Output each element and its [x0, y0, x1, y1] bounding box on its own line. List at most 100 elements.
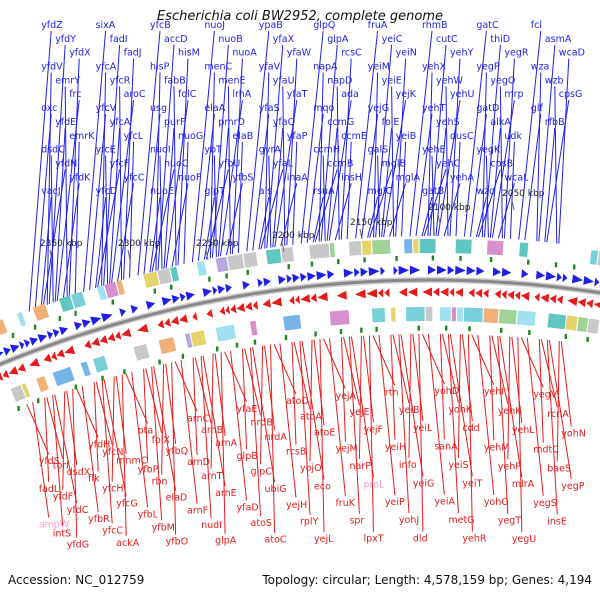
- gene-label: yojO: [300, 463, 322, 474]
- gene-connector: [390, 334, 396, 440]
- scale-label: 2050 kbp: [502, 189, 545, 199]
- gene-arrow: [310, 293, 317, 303]
- gene-label: insE: [547, 516, 567, 527]
- gene-arrow: [202, 288, 213, 297]
- gene-label: nrdB: [251, 417, 273, 428]
- gene-label: yeiM: [368, 62, 390, 73]
- gene-connector: [231, 58, 243, 254]
- gc-marker: [564, 333, 567, 339]
- gene-arrow: [219, 306, 226, 316]
- gene-connector: [217, 127, 229, 257]
- cog-block: [16, 311, 27, 327]
- gene-connector: [477, 334, 495, 496]
- gene-connector: [421, 333, 445, 385]
- gene-label: yfbU: [218, 158, 240, 169]
- gene-label: nrdA: [265, 432, 288, 443]
- gene-label: yfdC: [67, 505, 89, 516]
- cog-block: [404, 239, 413, 254]
- gene-label: yejH: [286, 500, 307, 511]
- gene-connector: [355, 30, 379, 239]
- gene-connector: [408, 334, 412, 458]
- gene-arrow: [492, 267, 502, 277]
- gene-connector: [449, 334, 473, 477]
- cog-block: [243, 251, 258, 268]
- gc-marker: [337, 259, 340, 265]
- gc-marker: [11, 332, 15, 338]
- gene-label: yfbM: [152, 522, 175, 533]
- gene-label: hisM: [178, 48, 200, 59]
- scale-ticks: 2350 kbp 2300 kbp 2250 kbp 2200 kbp 2150 kbp…: [40, 189, 545, 261]
- gene-arrow: [164, 317, 172, 327]
- gene-label: ypaB: [259, 20, 283, 31]
- gene-connector: [381, 127, 393, 238]
- gene-arrow: [535, 270, 546, 280]
- gc-marker: [554, 262, 558, 268]
- cog-block: [92, 355, 109, 373]
- gene-label: yeiC: [382, 34, 403, 45]
- gene-connector: [264, 345, 276, 430]
- gene-arrow: [380, 266, 385, 276]
- gene-label: cutC: [436, 34, 458, 45]
- gene-label: yejE: [349, 407, 369, 418]
- gene-connector: [491, 100, 515, 238]
- gene-arrow: [521, 269, 529, 279]
- gene-connector: [279, 343, 297, 498]
- gene-label: narP: [349, 461, 371, 472]
- gene-label: cpsB: [490, 158, 513, 169]
- gene-connector: [111, 100, 135, 284]
- gene-connector: [44, 397, 50, 482]
- gene-label: nuoI: [150, 145, 171, 156]
- gene-label: yfaD: [237, 502, 259, 513]
- gene-arrow: [245, 301, 253, 311]
- gene-connector: [485, 155, 489, 238]
- gene-arrow: [43, 353, 52, 363]
- gene-connector: [313, 339, 325, 426]
- gene-label: dsdC: [41, 145, 65, 156]
- cog-block: [215, 256, 229, 273]
- gene-arrow: [157, 319, 165, 329]
- gene-connector: [367, 197, 379, 238]
- gene-connector: [54, 127, 66, 302]
- gene-connector: [314, 169, 338, 243]
- gene-connector: [489, 127, 501, 238]
- gc-marker: [375, 326, 378, 332]
- gene-connector: [28, 30, 52, 312]
- gene-label: yegK: [476, 145, 500, 156]
- gene-arrow: [494, 289, 501, 299]
- gene-arrow: [300, 272, 307, 282]
- gene-arrow: [407, 287, 418, 297]
- gene-label: yfcL: [124, 131, 144, 142]
- gene-arrow: [507, 290, 515, 300]
- gene-label: folX: [152, 435, 171, 446]
- gene-connector: [477, 169, 501, 238]
- gene-label: nuoE: [150, 186, 174, 197]
- gene-label: yfdK: [69, 172, 91, 183]
- gene-connector: [68, 58, 80, 297]
- gene-arrow: [384, 288, 390, 298]
- gene-arrow: [58, 326, 69, 336]
- gc-marker: [500, 327, 503, 333]
- gc-marker: [170, 284, 173, 290]
- cog-block: [455, 239, 472, 254]
- gene-connector: [546, 100, 570, 243]
- gene-arrow: [18, 341, 25, 350]
- gene-connector: [497, 335, 509, 514]
- gene-arrow: [271, 297, 283, 307]
- gene-connector: [42, 169, 66, 307]
- gene-arrow: [179, 314, 188, 323]
- gene-label: mdtC: [533, 445, 559, 456]
- gene-connector: [191, 30, 215, 263]
- gene-connector: [328, 100, 352, 241]
- gene-connector: [177, 58, 189, 266]
- gene-arrow: [295, 295, 301, 305]
- gene-arrow: [51, 351, 58, 361]
- gene-label: rcsC: [341, 48, 362, 59]
- gene-label: ccmB: [327, 158, 353, 169]
- gene-connector: [246, 30, 270, 252]
- gene-label: dsdX: [67, 467, 91, 478]
- gene-connector: [72, 388, 78, 538]
- gene-label: rtn: [385, 387, 399, 398]
- gene-connector: [503, 58, 515, 239]
- gene-label: yegR: [504, 48, 528, 59]
- gene-label: yegT: [498, 516, 521, 527]
